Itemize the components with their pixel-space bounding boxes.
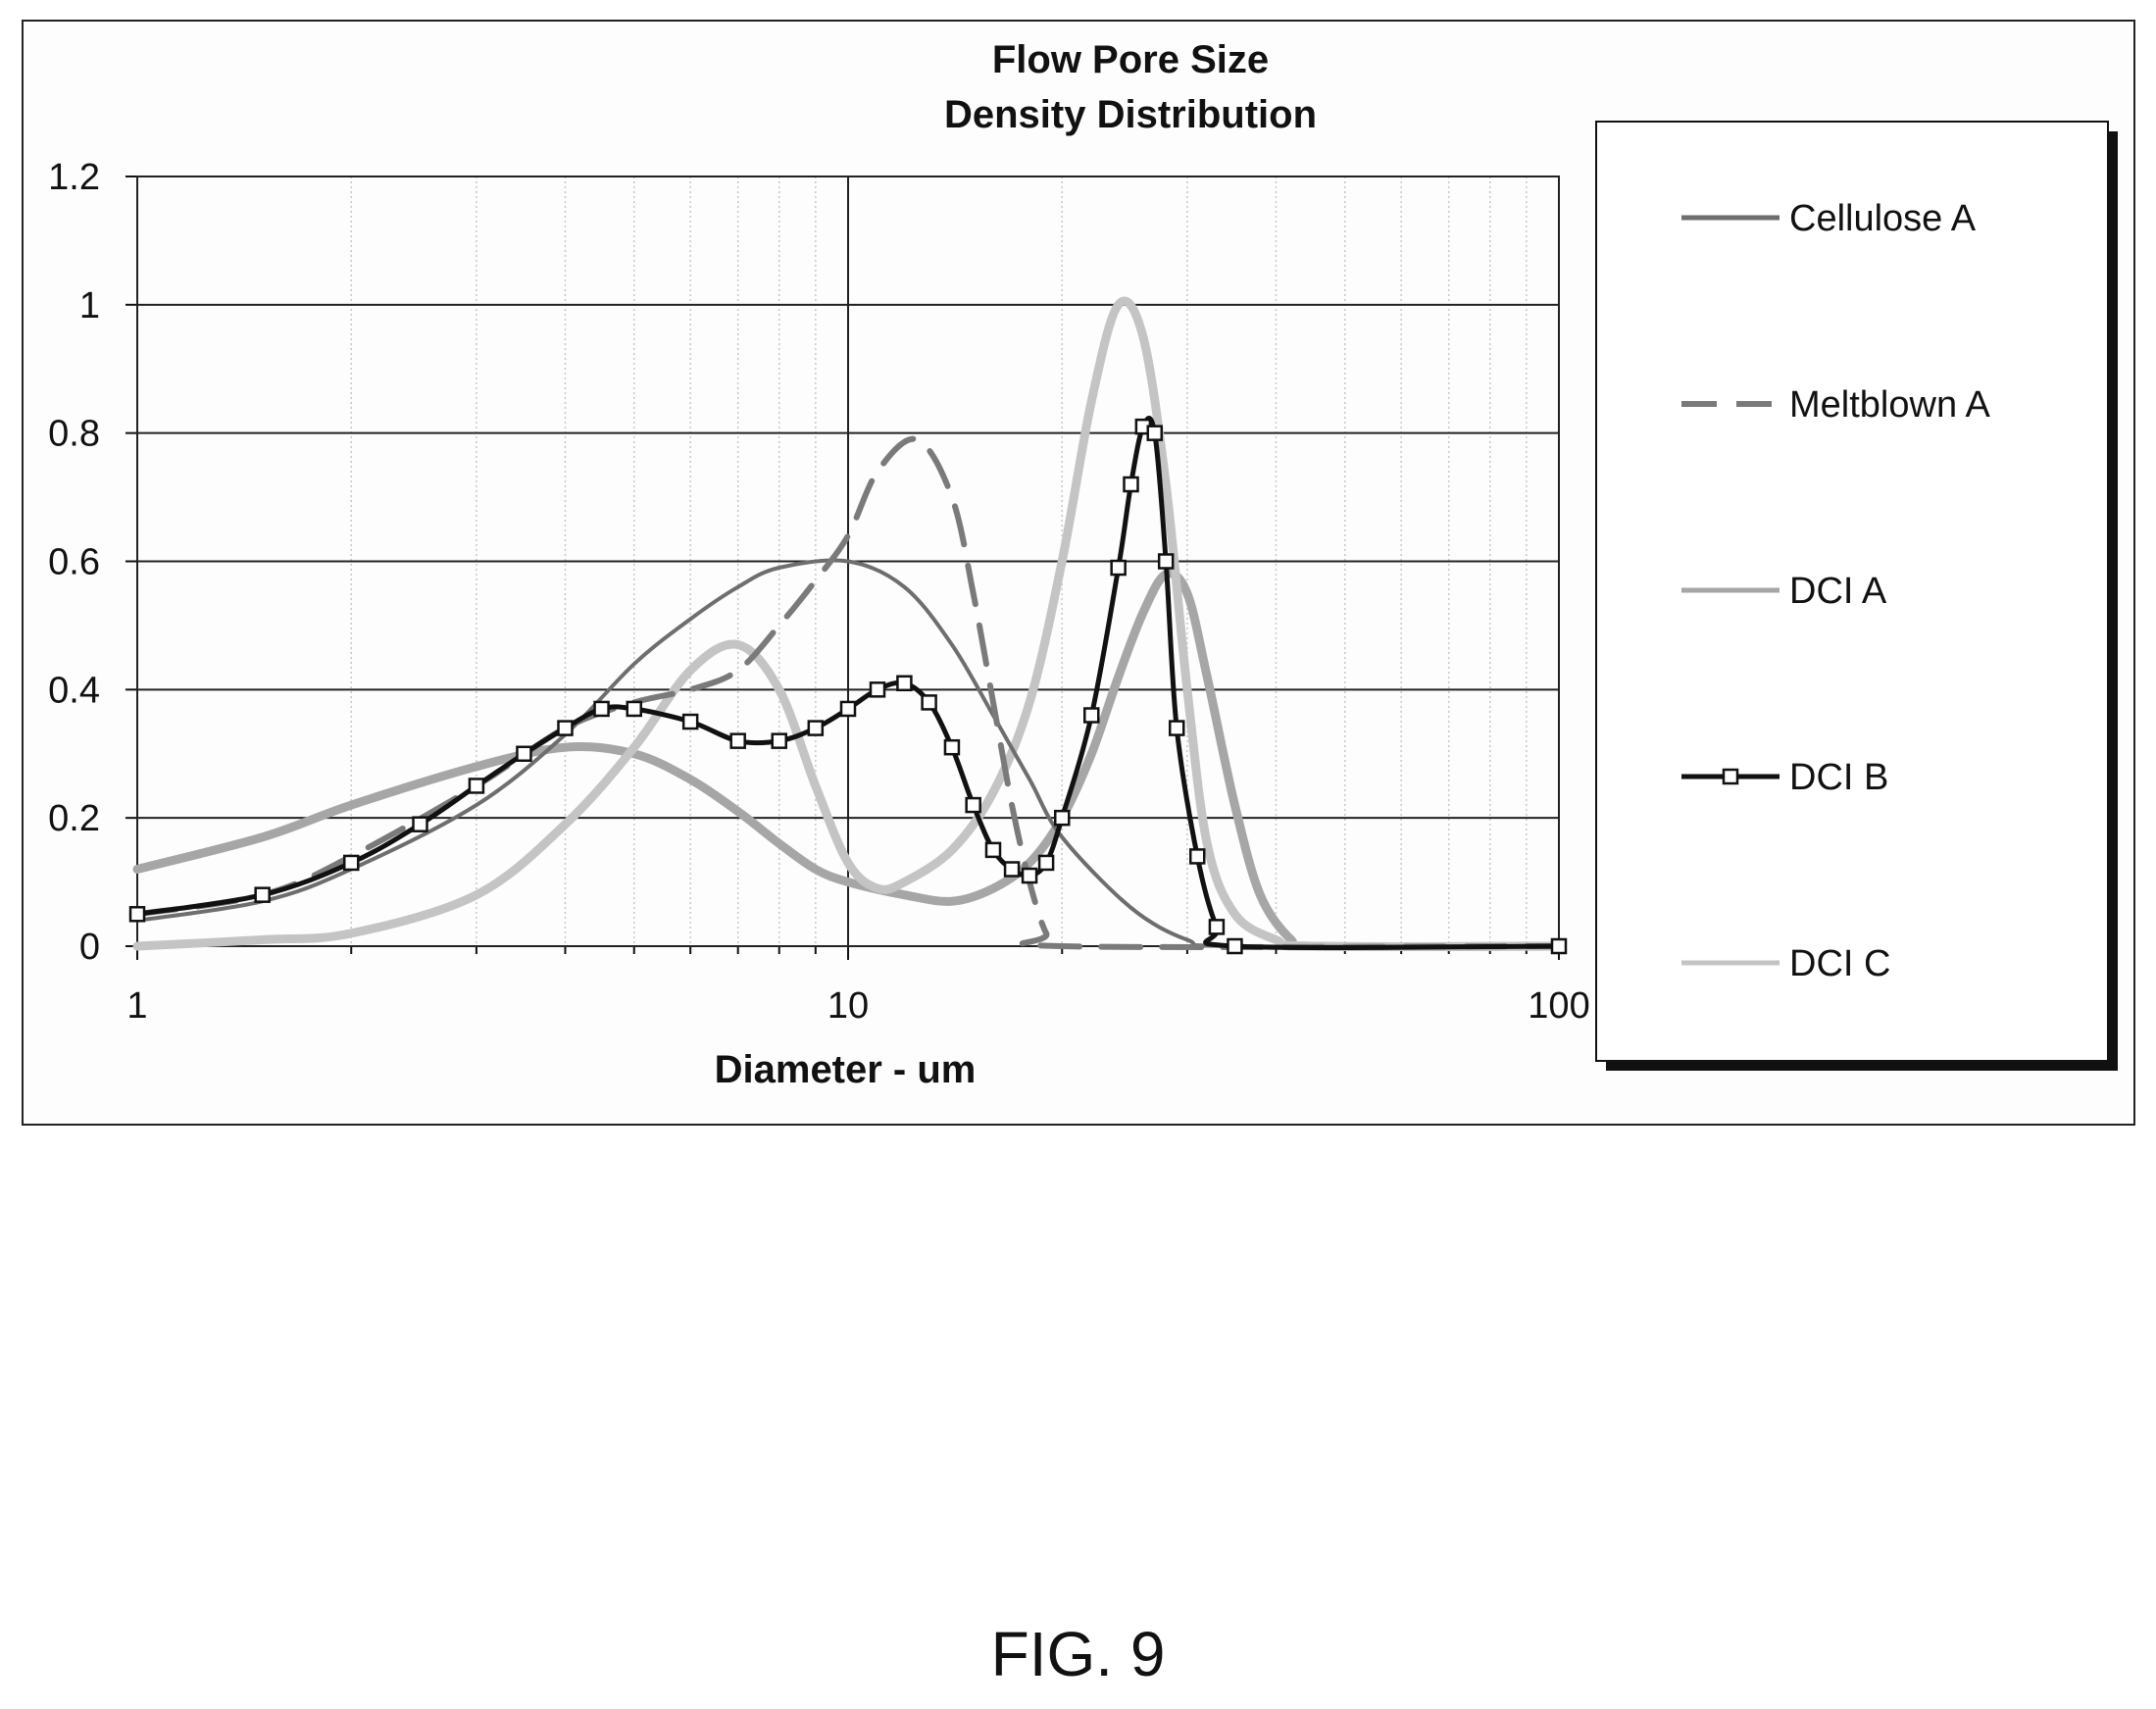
series-marker-dci-b [896, 675, 913, 692]
series-marker-dci-b [128, 906, 146, 923]
series-marker-dci-b [921, 694, 937, 711]
series-marker-dci-b [771, 732, 787, 749]
series-marker-dci-b [1227, 937, 1243, 955]
legend-label-dci-b: DCI B [1789, 757, 1888, 798]
legend-marker-dci-b [1722, 768, 1739, 785]
y-tick-label: 0 [79, 927, 100, 968]
y-tick-label: 0.8 [48, 414, 100, 455]
x-tick-label: 10 [827, 985, 869, 1027]
legend-label-dci-c: DCI C [1789, 943, 1890, 984]
series-marker-dci-b [557, 720, 574, 736]
series-marker-dci-b [412, 816, 428, 832]
x-tick-label: 1 [126, 985, 147, 1027]
series-marker-dci-b [965, 796, 981, 814]
x-tick-label: 100 [1528, 985, 1589, 1027]
legend-label-meltblown-a: Meltblown A [1789, 384, 1991, 426]
series-marker-dci-b [943, 738, 961, 756]
series-marker-dci-b [869, 681, 886, 698]
series-marker-dci-b [468, 778, 485, 794]
series-marker-dci-b [1188, 848, 1206, 865]
series-line-dci-b [134, 416, 1562, 950]
series-marker-dci-b [1021, 867, 1038, 884]
series-marker-dci-b [1168, 720, 1185, 736]
y-tick-label: 1.2 [48, 157, 100, 198]
series-marker-dci-b [1037, 854, 1055, 872]
series-marker-dci-b [593, 700, 610, 718]
series-line-dci-c [132, 296, 1564, 951]
y-tick-label: 0.4 [48, 670, 100, 711]
chart-subtitle: Density Distribution [944, 93, 1317, 136]
figure-caption: FIG. 9 [990, 1619, 1166, 1689]
series-line-cellulose-a [135, 558, 1561, 949]
series-marker-dci-b [516, 745, 532, 762]
plot-area: 0 0.2 0.4 0.6 0.8 1 1.2 1 10 100 [48, 157, 1590, 1027]
series-marker-dci-b [681, 713, 699, 730]
series-marker-dci-b [1157, 553, 1175, 570]
series-marker-dci-b [1053, 809, 1071, 827]
series-marker-dci-b [1003, 861, 1021, 878]
series-marker-dci-b [1083, 707, 1100, 724]
series-marker-dci-b [1208, 919, 1226, 935]
series-marker-dci-b [984, 841, 1002, 859]
series-marker-dci-b [1123, 476, 1139, 493]
series-marker-dci-b [1550, 937, 1568, 955]
chart-title: Flow Pore Size [992, 38, 1269, 81]
legend-label-dci-a: DCI A [1789, 571, 1887, 612]
legend-label-cellulose-a: Cellulose A [1789, 198, 1977, 239]
plot-border [136, 176, 1560, 947]
x-axis-label: Diameter - um [715, 1048, 977, 1091]
series-marker-dci-b [729, 732, 746, 749]
y-tick-label: 1 [79, 285, 100, 327]
y-tick-label: 0.2 [48, 798, 100, 839]
series-marker-dci-b [807, 720, 825, 736]
series-marker-dci-b [1146, 425, 1163, 441]
series-marker-dci-b [1110, 559, 1127, 577]
legend: Cellulose A Meltblown A DCI A DCI B DCI C [1595, 121, 2118, 1071]
y-tick-label: 0.6 [48, 542, 100, 583]
series-marker-dci-b [342, 854, 360, 872]
series-marker-dci-b [254, 886, 271, 903]
series-marker-dci-b [626, 700, 643, 718]
series-marker-dci-b [839, 700, 857, 718]
